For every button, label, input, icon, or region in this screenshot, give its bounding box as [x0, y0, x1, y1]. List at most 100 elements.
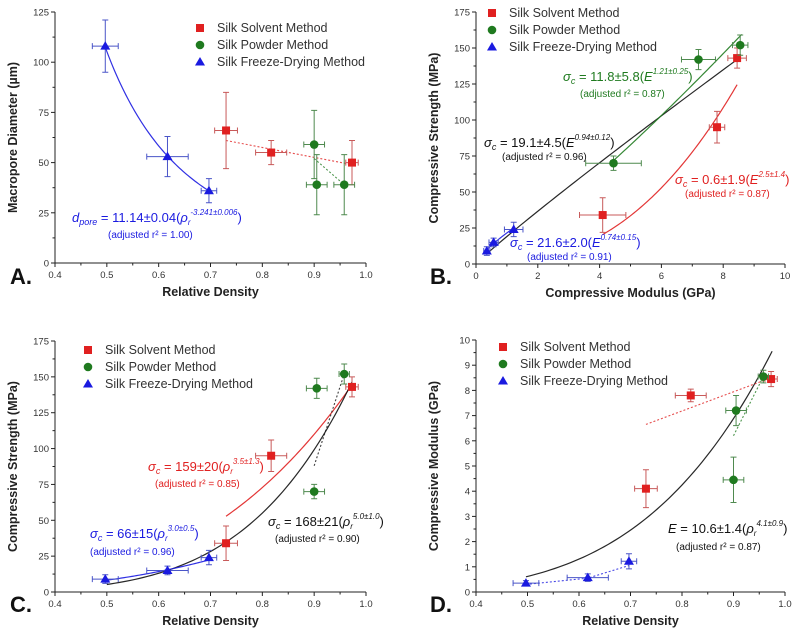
x-tick-label: 0.6 [572, 599, 585, 610]
eq-close: ) [785, 172, 789, 187]
eq-exponent: 1.21±0.25 [653, 67, 689, 76]
eq-base-sub: r [754, 529, 757, 538]
fit-equation: E = 10.6±1.4(ρr4.1±0.9) [668, 519, 787, 538]
legend-label: Silk Freeze-Drying Method [105, 377, 253, 391]
fit-curve [733, 376, 764, 437]
data-point-square [267, 451, 276, 460]
legend-label: Silk Solvent Method [217, 21, 328, 35]
legend-label: Silk Solvent Method [105, 343, 216, 357]
y-axis-title: Compressive Strength (MPa) [6, 381, 20, 552]
x-tick-label: 0.4 [48, 599, 61, 610]
y-tick-label: 75 [459, 152, 470, 163]
eq-exponent: 4.1±0.9 [756, 519, 783, 528]
data-point-square [686, 391, 695, 400]
eq-symbol-sub: c [571, 76, 576, 86]
eq-close: ) [194, 526, 198, 541]
y-tick-label: 0 [44, 588, 49, 599]
data-point-square [733, 54, 742, 63]
y-axis-title: Macropore Diameter (µm) [6, 62, 20, 213]
fit-r-squared: (adjusted r² = 0.91) [527, 252, 612, 263]
data-point-triangle [162, 151, 173, 161]
fit-curve [486, 57, 740, 255]
legend-marker [498, 359, 508, 369]
data-point-circle [731, 406, 741, 415]
x-axis-title: Relative Density [162, 285, 259, 299]
panel-label: B. [430, 264, 452, 289]
y-tick-label: 50 [38, 516, 49, 527]
eq-symbol: E [668, 521, 677, 536]
y-tick-label: 8 [465, 386, 470, 397]
fit-r-squared: (adjusted r² = 0.90) [275, 534, 360, 545]
legend-label: Silk Powder Method [520, 357, 631, 371]
y-axis-title: Compressive Modulus (GPa) [427, 381, 441, 551]
y-tick-label: 0 [465, 260, 470, 271]
y-tick-label: 100 [454, 116, 470, 127]
y-tick-label: 150 [33, 372, 49, 383]
eq-exponent: 2.5±1.4 [757, 170, 785, 179]
eq-exponent: 3.0±0.5 [168, 524, 195, 533]
panel-a: 0.4 0.5 0.6 0.7 0.8 0.9 1.0 0 25 50 75 100 125 Relati… [6, 8, 373, 300]
eq-close: ) [636, 235, 640, 250]
eq-body: = 19.1±4.5( [496, 135, 566, 150]
eq-close: ) [260, 459, 264, 474]
y-tick-label: 50 [38, 158, 49, 169]
data-point-triangle [582, 572, 593, 582]
eq-symbol-sub: c [492, 142, 497, 152]
data-point-square [713, 123, 722, 132]
eq-base-sub: r [350, 522, 353, 531]
y-tick-label: 4 [465, 487, 470, 498]
y-tick-label: 175 [454, 8, 470, 19]
legend-marker [83, 362, 93, 372]
legend-label: Silk Freeze-Drying Method [217, 55, 365, 69]
data-point-square [598, 211, 607, 220]
x-tick-label: 0.8 [256, 599, 269, 610]
data-point-square [348, 382, 357, 391]
legend-marker [83, 379, 93, 388]
x-tick-label: 1.0 [359, 599, 372, 610]
data-point-triangle [100, 41, 111, 50]
data-point-triangle [203, 185, 214, 195]
data-point-square [222, 126, 231, 135]
x-tick-label: 0.6 [152, 599, 165, 610]
eq-symbol: σ [510, 235, 519, 250]
legend-marker [196, 24, 204, 32]
panel-label: C. [10, 592, 32, 617]
eq-body: = 159±20( [160, 459, 223, 474]
y-tick-label: 125 [454, 80, 470, 91]
x-tick-label: 4 [597, 271, 602, 282]
eq-close: ) [783, 521, 787, 536]
y-tick-label: 125 [33, 408, 49, 419]
x-tick-label: 0.4 [469, 599, 482, 610]
panel-label: D. [430, 592, 452, 617]
eq-base: ρ [342, 514, 351, 529]
x-tick-label: 0.7 [624, 599, 637, 610]
x-tick-label: 0.5 [100, 599, 113, 610]
eq-body: = 0.6±1.9( [687, 172, 750, 187]
fit-r-squared: (adjusted r² = 0.85) [155, 479, 240, 490]
eq-base: E [750, 172, 759, 187]
fit-curve [313, 373, 345, 466]
x-tick-label: 0.8 [675, 599, 688, 610]
legend-label: Silk Solvent Method [520, 340, 631, 354]
y-tick-label: 100 [33, 444, 49, 455]
data-point-square [348, 158, 357, 167]
y-tick-label: 2 [465, 537, 470, 548]
eq-exponent: -3.241±0.006 [190, 208, 238, 217]
x-tick-label: 0.9 [727, 599, 740, 610]
eq-base: ρ [745, 521, 754, 536]
eq-base: E [592, 235, 601, 250]
x-tick-label: 0.7 [204, 599, 217, 610]
eq-base-sub: r [230, 467, 233, 476]
data-point-circle [309, 140, 319, 149]
data-point-circle [312, 180, 322, 189]
legend-marker [498, 376, 508, 385]
data-point-circle [759, 372, 768, 381]
eq-base: E [566, 135, 575, 150]
data-point-circle [694, 55, 703, 64]
x-tick-label: 8 [721, 271, 726, 282]
data-point-triangle [488, 237, 499, 246]
y-tick-label: 150 [454, 44, 470, 55]
eq-close: ) [610, 135, 614, 150]
eq-exponent: 5.0±1.0 [353, 512, 380, 521]
data-point-triangle [508, 224, 519, 233]
